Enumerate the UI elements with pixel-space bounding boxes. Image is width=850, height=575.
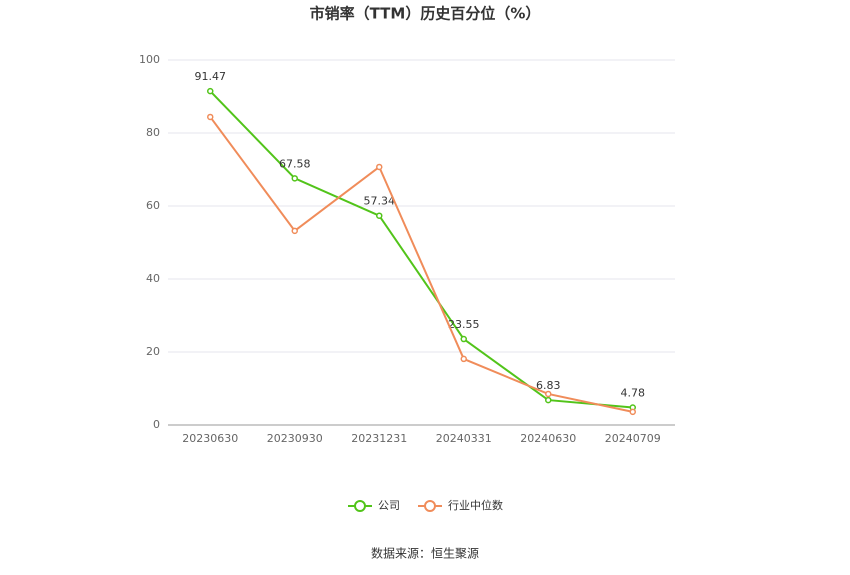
data-point [545,390,552,398]
data-label: 67.58 [279,157,311,170]
data-point [207,87,214,95]
chart-title: 市销率（TTM）历史百分位（%） [310,5,541,23]
legend-label: 公司 [378,499,400,512]
data-point [545,396,552,404]
legend-marker [424,500,436,512]
source: 数据来源：恒生聚源 [371,546,479,561]
data-label: 23.55 [448,318,480,331]
data-point [207,113,214,121]
data-point [291,227,298,235]
data-label: 91.47 [195,70,227,83]
data-label: 6.83 [536,379,561,392]
data-label: 57.34 [364,195,396,208]
legend-marker [354,500,366,512]
x-tick-label: 20240630 [520,432,576,445]
data-point [460,335,467,343]
x-tick-label: 20240331 [436,432,492,445]
series-line [209,90,633,409]
data-point [376,163,383,171]
data-point [460,355,467,363]
series-line [209,116,633,413]
x-tick-label: 20230930 [267,432,323,445]
y-tick-label: 60 [146,199,160,212]
data-point [376,212,383,219]
y-tick-label: 0 [153,418,160,431]
y-tick-label: 80 [146,126,160,139]
y-tick-label: 100 [139,53,160,66]
x-tick-label: 20230630 [182,432,238,445]
y-tick-label: 40 [146,272,160,285]
legend-label: 行业中位数 [448,498,503,512]
data-label: 4.78 [621,387,646,400]
x-tick-label: 20240709 [605,432,661,445]
data-point [629,408,636,416]
x-tick-label: 20231231 [351,432,407,445]
y-tick-label: 20 [146,345,160,358]
data-point [291,175,298,182]
